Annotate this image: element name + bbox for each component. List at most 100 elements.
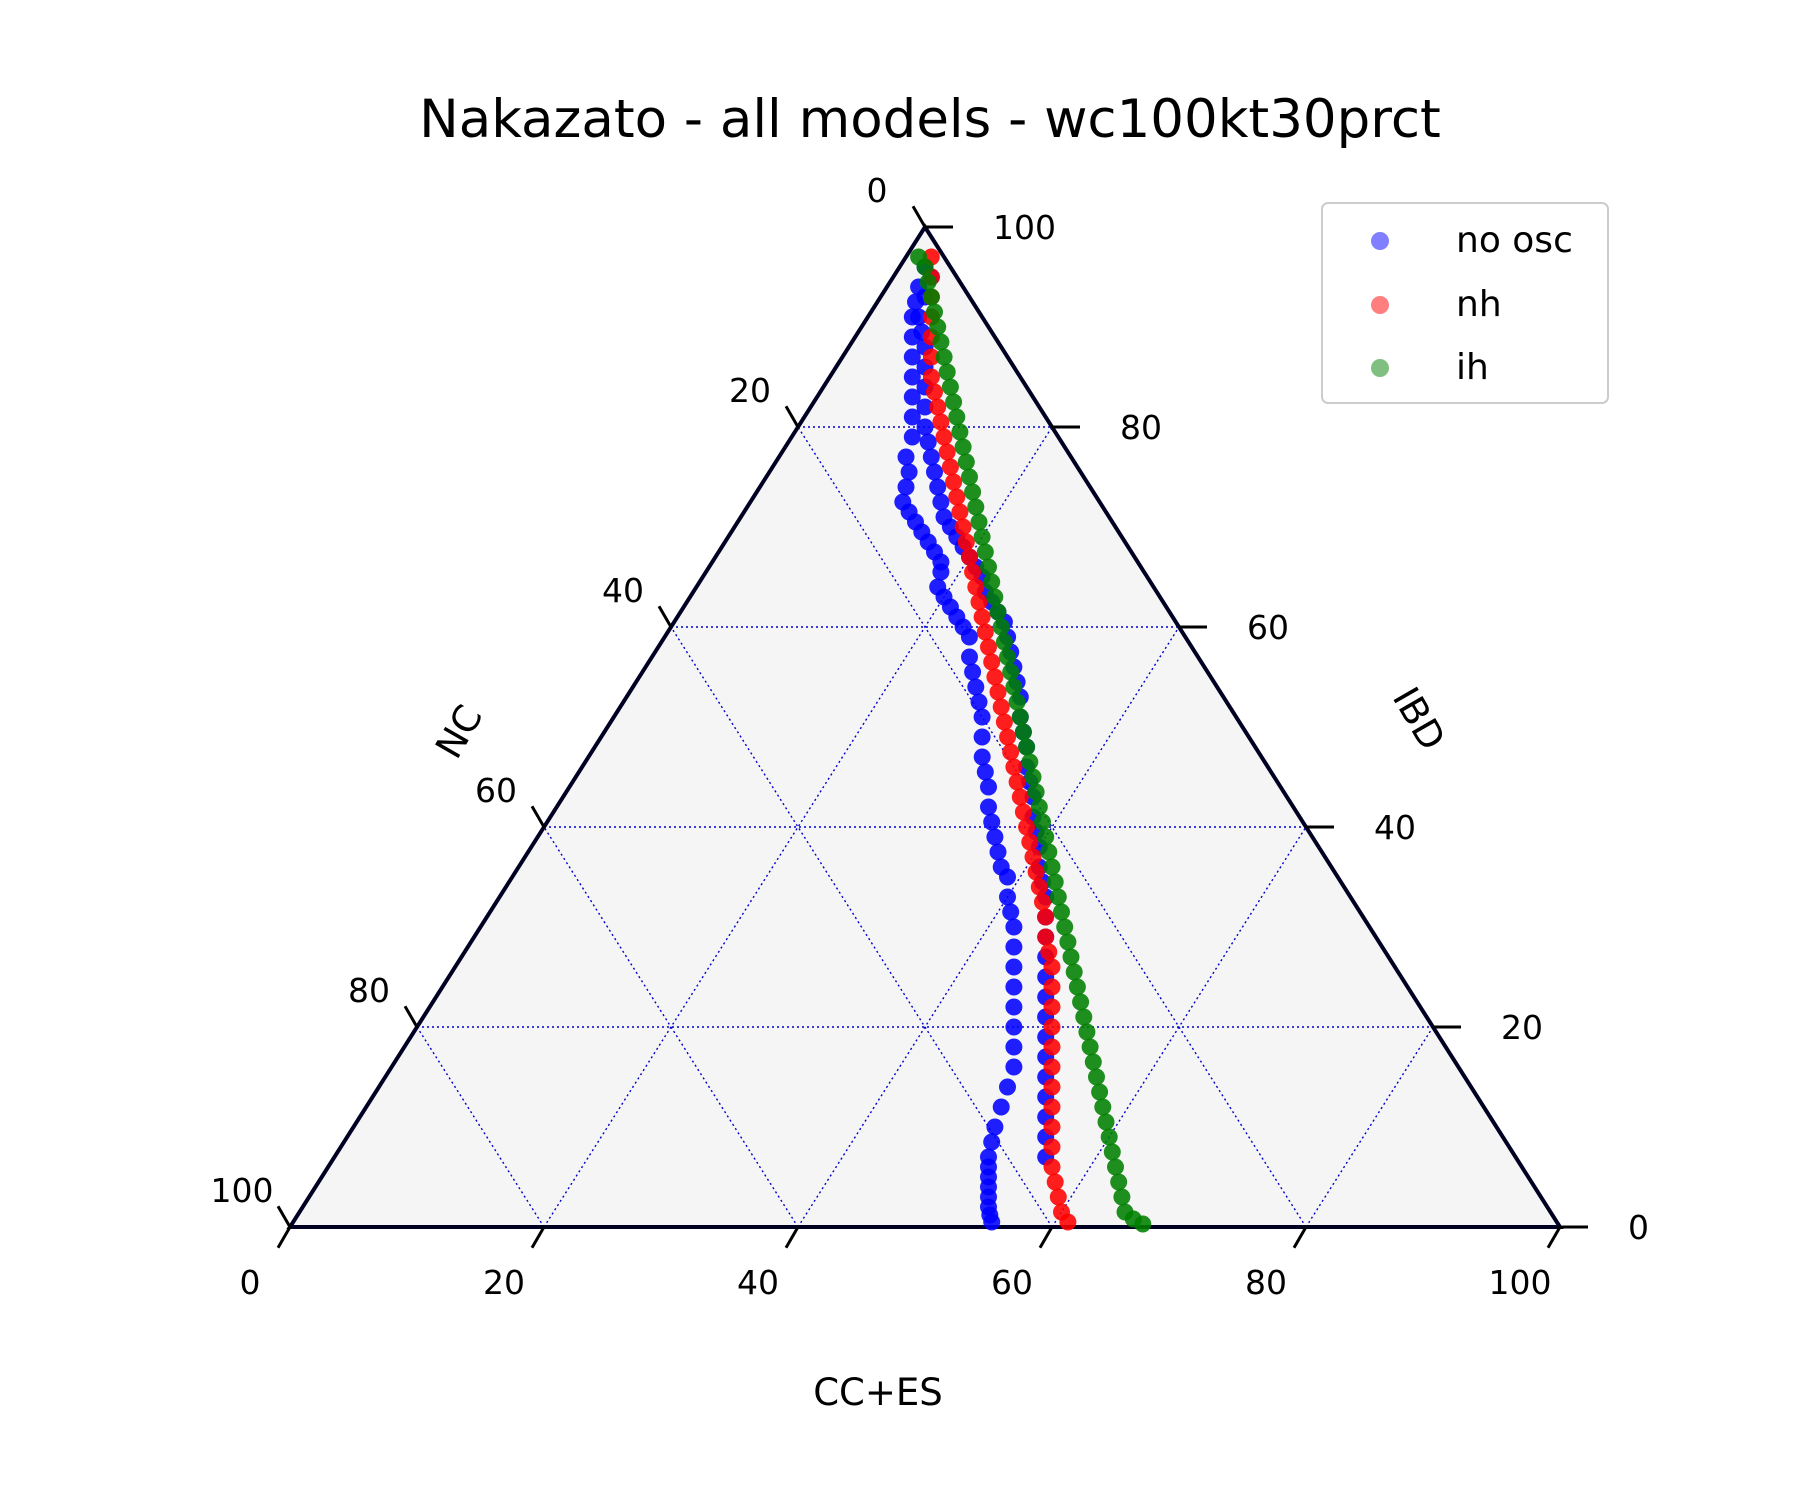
tick-bottom <box>1546 1226 1562 1249</box>
tick-bottom <box>784 1226 800 1249</box>
point-nh <box>980 638 997 656</box>
tick-left <box>784 405 800 428</box>
point-nh <box>929 398 947 416</box>
point-nh <box>1030 878 1048 896</box>
point-nh <box>935 428 953 446</box>
point-nh <box>970 593 988 611</box>
point-ih <box>957 453 975 471</box>
point-no-osc <box>1005 1038 1023 1056</box>
point-no-osc <box>983 813 1001 831</box>
frame-layer <box>286 223 1564 1229</box>
point-no-osc <box>919 433 937 451</box>
point-ih <box>1062 948 1080 966</box>
point-ih <box>1034 813 1051 831</box>
tick-label-right: 20 <box>1501 1008 1543 1047</box>
point-nh <box>1037 928 1055 946</box>
legend-label-ih: ih <box>1456 347 1489 388</box>
point-ih <box>1037 828 1055 846</box>
point-nh <box>926 383 943 401</box>
triangle-frame <box>286 223 1564 1229</box>
point-ih <box>1107 1158 1124 1176</box>
point-nh <box>1027 863 1045 881</box>
point-ih <box>945 393 963 411</box>
point-nh <box>999 728 1017 746</box>
point-ih <box>1005 678 1023 696</box>
point-ih <box>1078 1023 1096 1041</box>
point-no-osc <box>1005 938 1023 956</box>
point-nh <box>1021 833 1039 851</box>
point-nh <box>1043 1118 1061 1136</box>
point-ih <box>1091 1083 1109 1101</box>
point-no-osc <box>983 1213 1001 1231</box>
point-nh <box>1043 978 1061 996</box>
point-no-osc <box>1005 998 1023 1016</box>
legend-marker-nh <box>1371 296 1389 314</box>
point-nh <box>941 458 959 476</box>
tick-bottom <box>276 1226 292 1249</box>
point-ih <box>926 303 943 321</box>
point-nh <box>1043 1098 1061 1116</box>
point-ih <box>1053 903 1070 921</box>
point-ih <box>973 528 991 546</box>
point-nh <box>1037 908 1055 926</box>
tick-label-bottom: 80 <box>1245 1263 1287 1302</box>
point-no-osc <box>1002 903 1020 921</box>
point-ih <box>1094 1098 1112 1116</box>
tick-label-bottom: 0 <box>240 1263 261 1302</box>
point-no-osc <box>973 748 991 766</box>
point-ih <box>1088 1068 1105 1086</box>
point-nh <box>938 443 956 461</box>
point-ih <box>1027 783 1045 801</box>
point-ih <box>964 483 982 501</box>
triangle-background <box>290 227 1560 1227</box>
point-ih <box>976 543 994 561</box>
tick-left <box>403 1005 419 1028</box>
tick-bottom <box>1038 1226 1054 1249</box>
point-ih <box>1103 1143 1121 1161</box>
point-ih <box>1110 1173 1128 1191</box>
point-ih <box>961 468 978 486</box>
point-no-osc <box>973 728 991 746</box>
point-nh <box>957 533 975 551</box>
point-ih <box>967 498 985 516</box>
point-ih <box>932 333 950 351</box>
gridline-ccs <box>797 626 1180 1228</box>
point-no-osc <box>932 563 950 581</box>
data-points <box>894 248 1152 1233</box>
point-ih <box>1018 738 1036 756</box>
point-ih <box>1043 858 1061 876</box>
point-no-osc <box>1005 1018 1023 1036</box>
tick-label-left: 100 <box>211 1171 274 1210</box>
point-no-osc <box>1005 918 1023 936</box>
tick-label-bottom: 60 <box>991 1263 1033 1302</box>
point-nh <box>1043 1038 1061 1056</box>
tick-label-left: 0 <box>867 171 888 210</box>
point-ih <box>1134 1215 1152 1233</box>
tick-left <box>530 805 546 828</box>
point-nh <box>967 578 985 596</box>
point-no-osc <box>922 448 940 466</box>
gridline-ccs <box>1051 826 1307 1228</box>
point-nh <box>951 503 969 521</box>
legend-label-nh: nh <box>1456 284 1502 325</box>
point-nh <box>1024 848 1042 866</box>
point-no-osc <box>932 493 950 511</box>
point-ih <box>983 573 1001 591</box>
point-no-osc <box>903 348 921 366</box>
point-ih <box>980 558 997 576</box>
point-no-osc <box>992 1098 1010 1116</box>
tick-label-bottom: 100 <box>1489 1263 1552 1302</box>
point-nh <box>995 713 1013 731</box>
tick-label-left: 20 <box>729 371 771 410</box>
point-ih <box>1024 768 1042 786</box>
point-nh <box>1049 1188 1067 1206</box>
point-ih <box>954 438 972 456</box>
point-ih <box>935 348 953 366</box>
point-nh <box>1011 788 1029 806</box>
point-ih <box>995 633 1013 651</box>
point-ih <box>1040 843 1058 861</box>
point-nh <box>922 348 940 366</box>
tick-bottom <box>1292 1226 1308 1249</box>
point-nh <box>945 473 963 491</box>
point-ih <box>1097 1113 1115 1131</box>
